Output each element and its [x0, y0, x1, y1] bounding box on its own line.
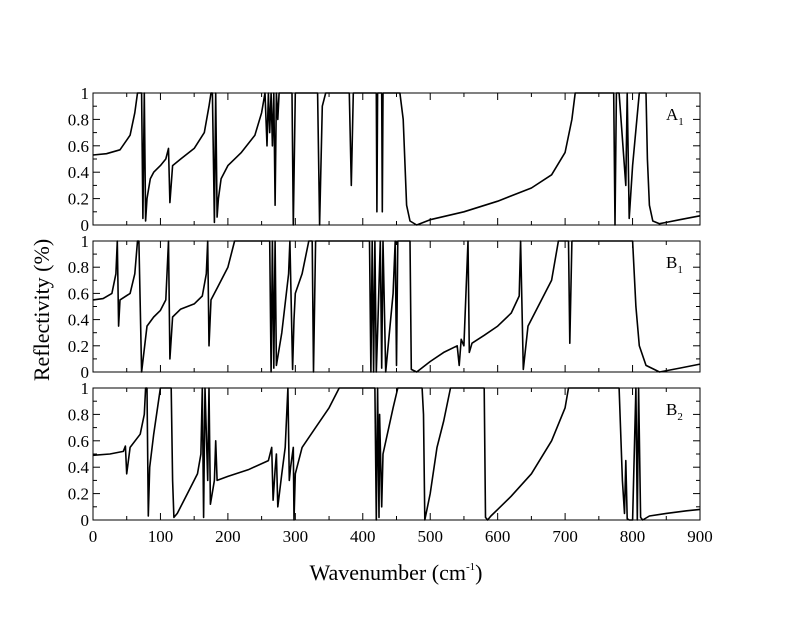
y-tick-label: 0 [81, 216, 90, 235]
y-tick-label: 0.2 [68, 337, 89, 356]
y-tick-label: 0.6 [68, 284, 89, 303]
panel-label-main: B [666, 400, 677, 419]
x-tick-label: 400 [350, 527, 376, 546]
x-tick-label: 200 [215, 527, 241, 546]
x-axis-title: Wavenumber (cm-1) [310, 560, 483, 585]
series-line [92, 92, 701, 226]
y-tick-label: 0.2 [68, 485, 89, 504]
x-tick-label: 300 [283, 527, 309, 546]
panel-label: B2 [666, 400, 683, 423]
x-tick-label: 500 [417, 527, 443, 546]
x-tick-label: 700 [552, 527, 578, 546]
y-tick-label: 0 [81, 511, 90, 530]
x-tick-label: 800 [620, 527, 646, 546]
x-tick-label: 100 [148, 527, 174, 546]
y-tick-label: 1 [81, 379, 90, 398]
y-tick-label: 0 [81, 363, 90, 382]
series-line [92, 240, 701, 373]
panel-label: A1 [666, 105, 684, 128]
panel-label-subscript: 1 [678, 116, 684, 128]
y-tick-label: 0.6 [68, 137, 89, 156]
x-axis-title-superscript: -1 [466, 561, 475, 573]
y-tick-label: 1 [81, 84, 90, 103]
panel-frame [92, 92, 701, 226]
panel-label-main: A [666, 105, 679, 124]
y-tick-label: 0.8 [68, 405, 89, 424]
y-tick-label: 0.6 [68, 432, 89, 451]
panel-label-subscript: 2 [677, 411, 683, 423]
y-tick-label: 0.4 [68, 311, 90, 330]
panel-B2: 0 0.2 0.4 0.6 0.8 1 0 100 200 300 400 500 600 700 800 9… [68, 379, 713, 546]
y-tick-label: 0.8 [68, 258, 89, 277]
y-tick-label: 0.4 [68, 458, 90, 477]
panel-label-main: B [666, 253, 677, 272]
x-tick-label: 0 [89, 527, 98, 546]
x-tick-label: 900 [687, 527, 713, 546]
y-tick-label: 0.2 [68, 190, 89, 209]
y-tick-label: 1 [81, 232, 90, 251]
panels-layer: 00.20.40.60.81A100.20.40.60.81B100.20.40… [68, 84, 713, 546]
y-axis-title: Reflectivity (%) [29, 239, 54, 381]
x-axis-title-close: ) [475, 560, 482, 585]
x-axis-title-main: Wavenumber (cm [310, 560, 466, 585]
y-tick-label: 0.4 [68, 163, 90, 182]
series-line [92, 387, 701, 521]
x-tick-label: 600 [485, 527, 511, 546]
y-tick-label: 0.8 [68, 110, 89, 129]
panel-label: B1 [666, 253, 683, 276]
panel-label-subscript: 1 [677, 264, 683, 276]
